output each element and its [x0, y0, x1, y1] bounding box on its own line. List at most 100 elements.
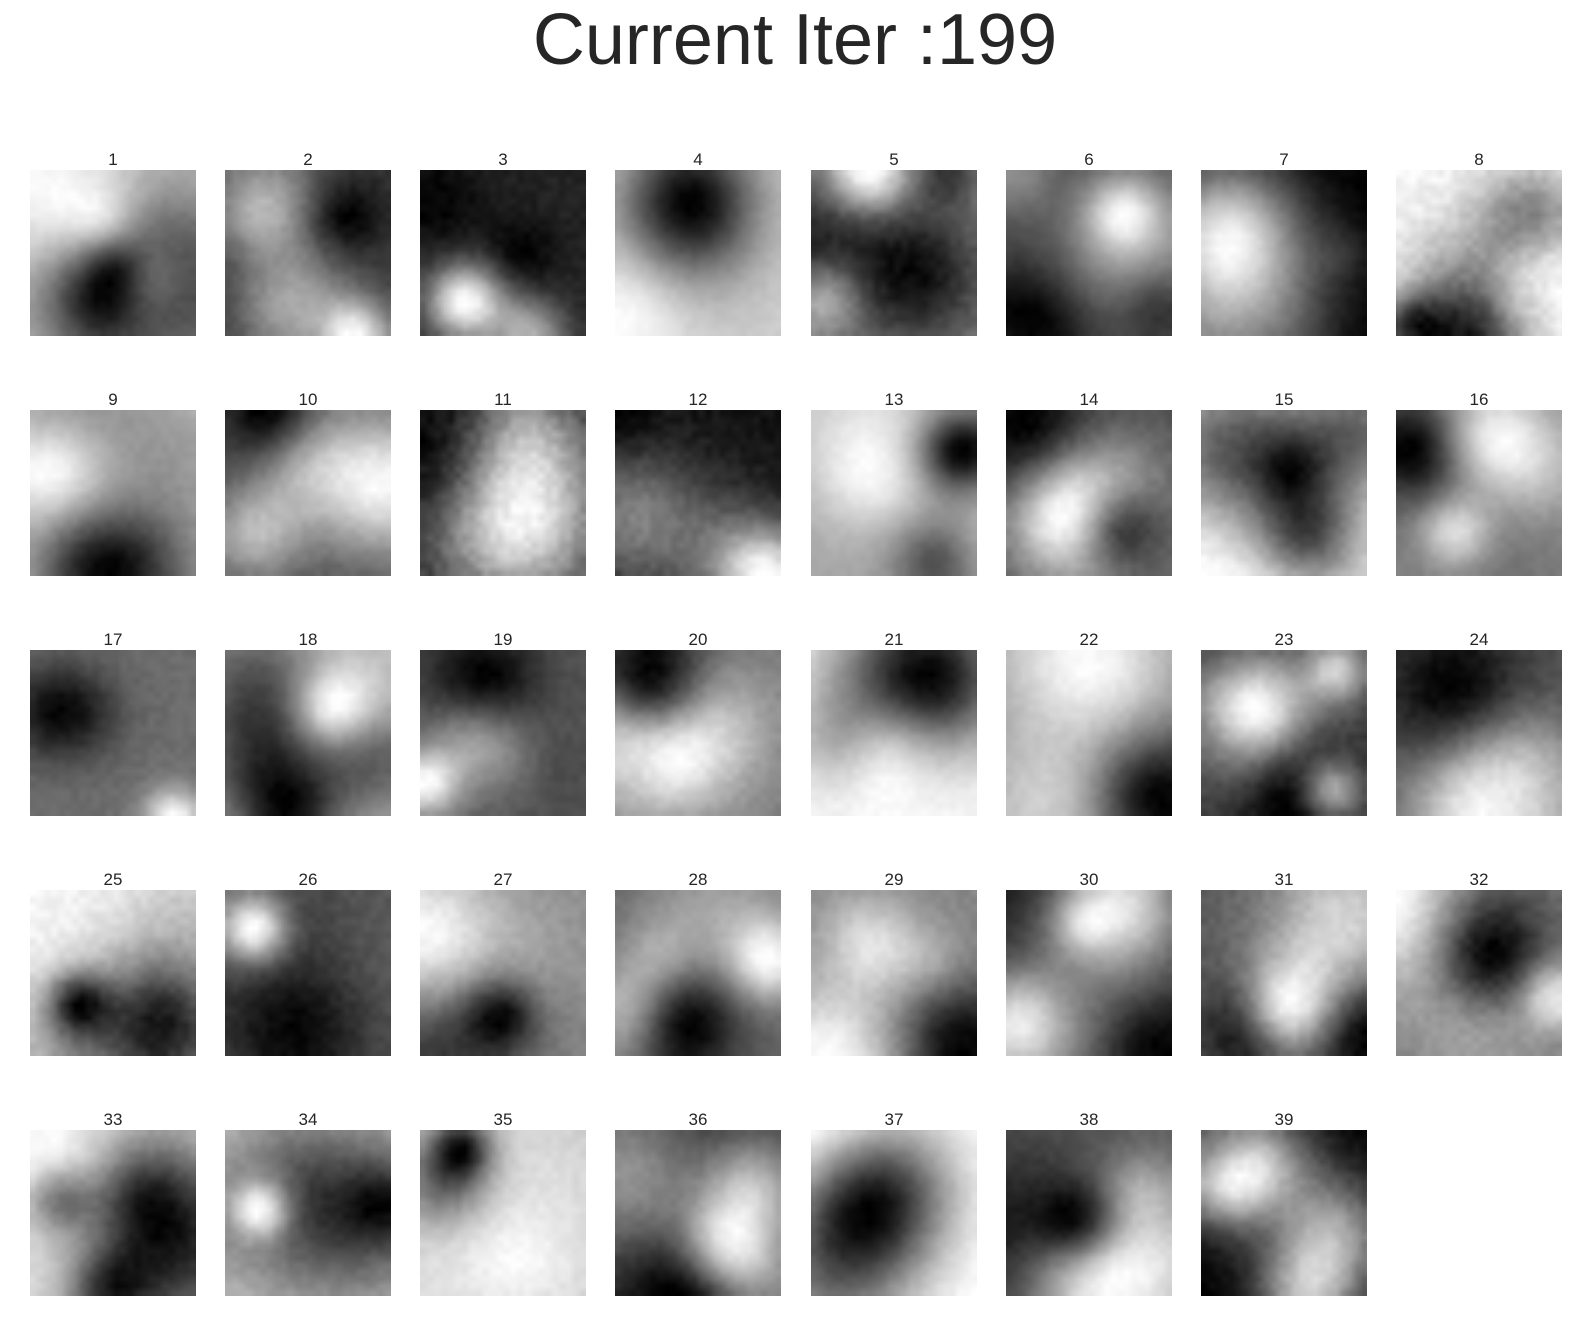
filter-image — [1201, 1130, 1367, 1296]
filter-panel: 21 — [811, 630, 977, 816]
filter-panel: 10 — [225, 390, 391, 576]
filter-panel: 29 — [811, 870, 977, 1056]
filter-label: 8 — [1396, 150, 1562, 170]
filter-label: 11 — [420, 390, 586, 410]
filter-panel: 5 — [811, 150, 977, 336]
filter-panel: 2 — [225, 150, 391, 336]
filter-image — [811, 1130, 977, 1296]
filter-panel: 9 — [30, 390, 196, 576]
filter-image — [615, 170, 781, 336]
filter-image — [225, 890, 391, 1056]
filter-label: 2 — [225, 150, 391, 170]
filter-label: 14 — [1006, 390, 1172, 410]
filter-label: 30 — [1006, 870, 1172, 890]
filter-panel: 13 — [811, 390, 977, 576]
filter-label: 17 — [30, 630, 196, 650]
filter-label: 21 — [811, 630, 977, 650]
filter-label: 13 — [811, 390, 977, 410]
filter-image — [1006, 1130, 1172, 1296]
filter-label: 18 — [225, 630, 391, 650]
filter-label: 6 — [1006, 150, 1172, 170]
filter-image — [30, 410, 196, 576]
filter-panel: 24 — [1396, 630, 1562, 816]
filter-image — [420, 650, 586, 816]
filter-panel: 7 — [1201, 150, 1367, 336]
filter-image — [420, 410, 586, 576]
filter-label: 10 — [225, 390, 391, 410]
filter-label: 12 — [615, 390, 781, 410]
filter-panel: 19 — [420, 630, 586, 816]
filter-panel: 26 — [225, 870, 391, 1056]
filter-label: 3 — [420, 150, 586, 170]
filter-image — [225, 650, 391, 816]
filter-label: 24 — [1396, 630, 1562, 650]
filter-panel: 17 — [30, 630, 196, 816]
filter-image — [1201, 410, 1367, 576]
filter-label: 34 — [225, 1110, 391, 1130]
filter-panel: 33 — [30, 1110, 196, 1296]
filter-panel: 22 — [1006, 630, 1172, 816]
filter-panel: 3 — [420, 150, 586, 336]
filter-panel: 31 — [1201, 870, 1367, 1056]
filter-image — [615, 650, 781, 816]
filter-panel: 38 — [1006, 1110, 1172, 1296]
filter-image — [1396, 650, 1562, 816]
filter-image — [225, 410, 391, 576]
filter-panel: 1 — [30, 150, 196, 336]
filter-label: 35 — [420, 1110, 586, 1130]
filter-label: 20 — [615, 630, 781, 650]
filter-image — [225, 170, 391, 336]
filter-image — [615, 1130, 781, 1296]
filter-panel: 15 — [1201, 390, 1367, 576]
filter-panel: 6 — [1006, 150, 1172, 336]
filter-image — [420, 170, 586, 336]
filter-panel: 4 — [615, 150, 781, 336]
filter-panel: 30 — [1006, 870, 1172, 1056]
filter-image — [811, 410, 977, 576]
filter-label: 16 — [1396, 390, 1562, 410]
filter-panel: 18 — [225, 630, 391, 816]
filter-image — [30, 890, 196, 1056]
filter-panel: 36 — [615, 1110, 781, 1296]
filter-panel: 28 — [615, 870, 781, 1056]
filter-label: 5 — [811, 150, 977, 170]
filter-image — [1201, 650, 1367, 816]
filter-panel: 32 — [1396, 870, 1562, 1056]
filter-image — [1006, 650, 1172, 816]
filter-label: 36 — [615, 1110, 781, 1130]
filter-label: 31 — [1201, 870, 1367, 890]
filter-panel: 12 — [615, 390, 781, 576]
filter-image — [1396, 410, 1562, 576]
filter-panel: 39 — [1201, 1110, 1367, 1296]
filter-image — [420, 890, 586, 1056]
filter-label: 9 — [30, 390, 196, 410]
filter-label: 22 — [1006, 630, 1172, 650]
filter-label: 39 — [1201, 1110, 1367, 1130]
filter-image — [30, 170, 196, 336]
filter-panel: 34 — [225, 1110, 391, 1296]
filter-panel: 23 — [1201, 630, 1367, 816]
filter-image — [1006, 410, 1172, 576]
filter-label: 7 — [1201, 150, 1367, 170]
filter-panel: 11 — [420, 390, 586, 576]
filter-label: 32 — [1396, 870, 1562, 890]
filter-label: 23 — [1201, 630, 1367, 650]
filter-label: 29 — [811, 870, 977, 890]
filter-image — [1396, 170, 1562, 336]
filter-image — [1201, 890, 1367, 1056]
filter-panel: 27 — [420, 870, 586, 1056]
filter-panel: 37 — [811, 1110, 977, 1296]
filter-image — [811, 650, 977, 816]
filter-label: 19 — [420, 630, 586, 650]
filter-label: 4 — [615, 150, 781, 170]
filter-label: 1 — [30, 150, 196, 170]
filter-label: 15 — [1201, 390, 1367, 410]
filter-panel: 20 — [615, 630, 781, 816]
filter-label: 28 — [615, 870, 781, 890]
filter-label: 27 — [420, 870, 586, 890]
filter-panel: 35 — [420, 1110, 586, 1296]
filter-image — [811, 170, 977, 336]
filter-image — [1006, 890, 1172, 1056]
filter-image — [1201, 170, 1367, 336]
